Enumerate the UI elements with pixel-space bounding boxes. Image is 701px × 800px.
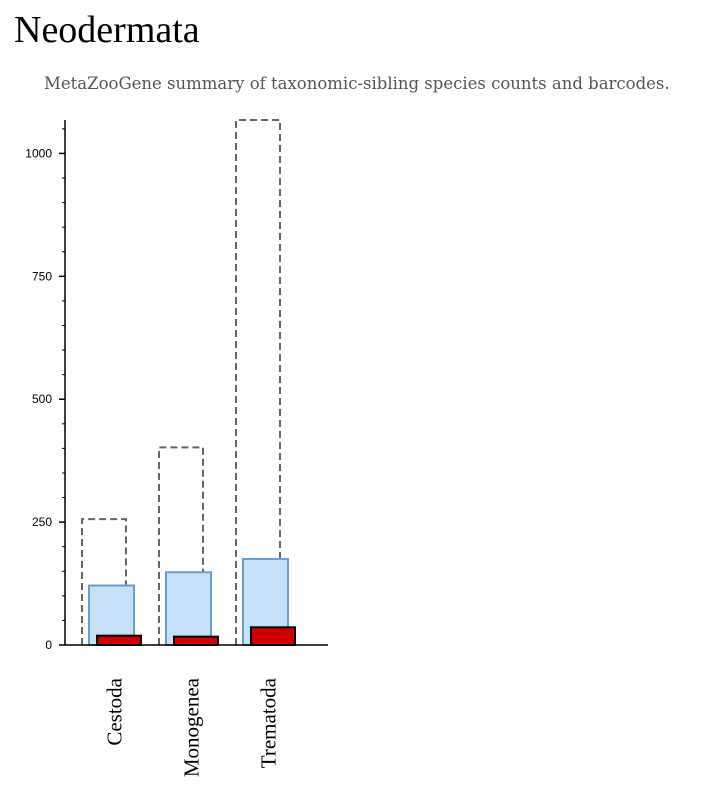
bars-layer <box>81 119 296 647</box>
y-tick-label: 500 <box>32 392 52 406</box>
y-tick-label: 750 <box>32 269 52 283</box>
page-title: Neodermata <box>14 9 200 51</box>
y-tick-label: 250 <box>32 515 52 529</box>
x-tick-label: Monogenea <box>180 677 204 777</box>
y-tick-label: 1000 <box>25 146 52 160</box>
x-tick-label: Trematoda <box>257 677 281 768</box>
y-tick-label: 0 <box>45 638 52 652</box>
barcode-bar-monogenea <box>173 635 219 646</box>
x-tick-label: Cestoda <box>103 677 127 745</box>
species-bar-monogenea <box>165 571 212 646</box>
barcode-bar-cestoda <box>96 634 142 646</box>
page-subtitle: MetaZooGene summary of taxonomic-sibling… <box>44 74 670 93</box>
outline-bar-trematoda <box>235 119 281 645</box>
outline-bar-cestoda <box>81 518 127 645</box>
barcode-bar-trematoda <box>250 626 296 646</box>
axis-layer: Cestoda Monogenea Trematoda 0 250 500 750 1000 <box>25 120 328 777</box>
